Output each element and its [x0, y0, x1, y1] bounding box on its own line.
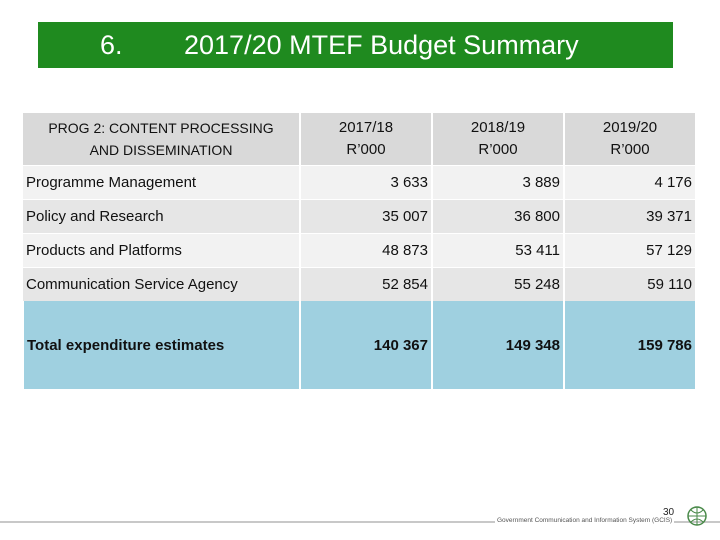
cell-value: 3 633 [299, 165, 432, 200]
table-body: Programme Management 3 633 3 889 4 176 Polic… [22, 165, 695, 389]
budget-table: PROG 2: CONTENT PROCESSING AND DISSEMINA… [22, 113, 695, 389]
slide-title: 2017/20 MTEF Budget Summary [184, 30, 579, 60]
cell-value: 35 007 [299, 199, 432, 234]
cell-value: 48 873 [299, 233, 432, 268]
table-row: Products and Platforms 48 873 53 411 57 129 [23, 233, 695, 268]
title-banner: 6. 2017/20 MTEF Budget Summary [38, 22, 673, 68]
table-row: Communication Service Agency 52 854 55 248… [23, 267, 695, 301]
row-label: Products and Platforms [23, 233, 300, 268]
total-row: Total expenditure estimates 140 367 149 34… [22, 301, 695, 389]
row-label: Communication Service Agency [23, 267, 300, 301]
row-label: Policy and Research [23, 199, 300, 234]
cell-value: 3 889 [431, 165, 564, 200]
total-value: 159 786 [563, 301, 695, 389]
total-value: 149 348 [431, 301, 564, 389]
cell-value: 39 371 [563, 199, 695, 234]
table-row: Policy and Research 35 007 36 800 39 371 [23, 199, 695, 234]
cell-value: 59 110 [563, 267, 695, 301]
column-header: PROG 2: CONTENT PROCESSING AND DISSEMINA… [23, 113, 300, 166]
column-header: 2019/20 R’000 [563, 113, 695, 166]
row-label: Programme Management [23, 165, 300, 200]
cell-value: 57 129 [563, 233, 695, 268]
header-row: PROG 2: CONTENT PROCESSING AND DISSEMINA… [23, 113, 695, 166]
cell-value: 53 411 [431, 233, 564, 268]
cell-value: 55 248 [431, 267, 564, 301]
organisation: Government Communication and Information… [495, 517, 675, 524]
section-number: 6. [100, 30, 123, 60]
cell-value: 36 800 [431, 199, 564, 234]
cell-value: 4 176 [563, 165, 695, 200]
table-row: Programme Management 3 633 3 889 4 176 [23, 165, 695, 200]
page-number: 30 [663, 507, 675, 518]
column-header: 2017/18 R’000 [299, 113, 432, 166]
total-value: 140 367 [299, 301, 432, 389]
footer-line [0, 521, 720, 523]
total-label: Total expenditure estimates [22, 301, 300, 389]
logo [687, 506, 707, 526]
cell-value: 52 854 [299, 267, 432, 301]
column-header: 2018/19 R’000 [431, 113, 564, 166]
